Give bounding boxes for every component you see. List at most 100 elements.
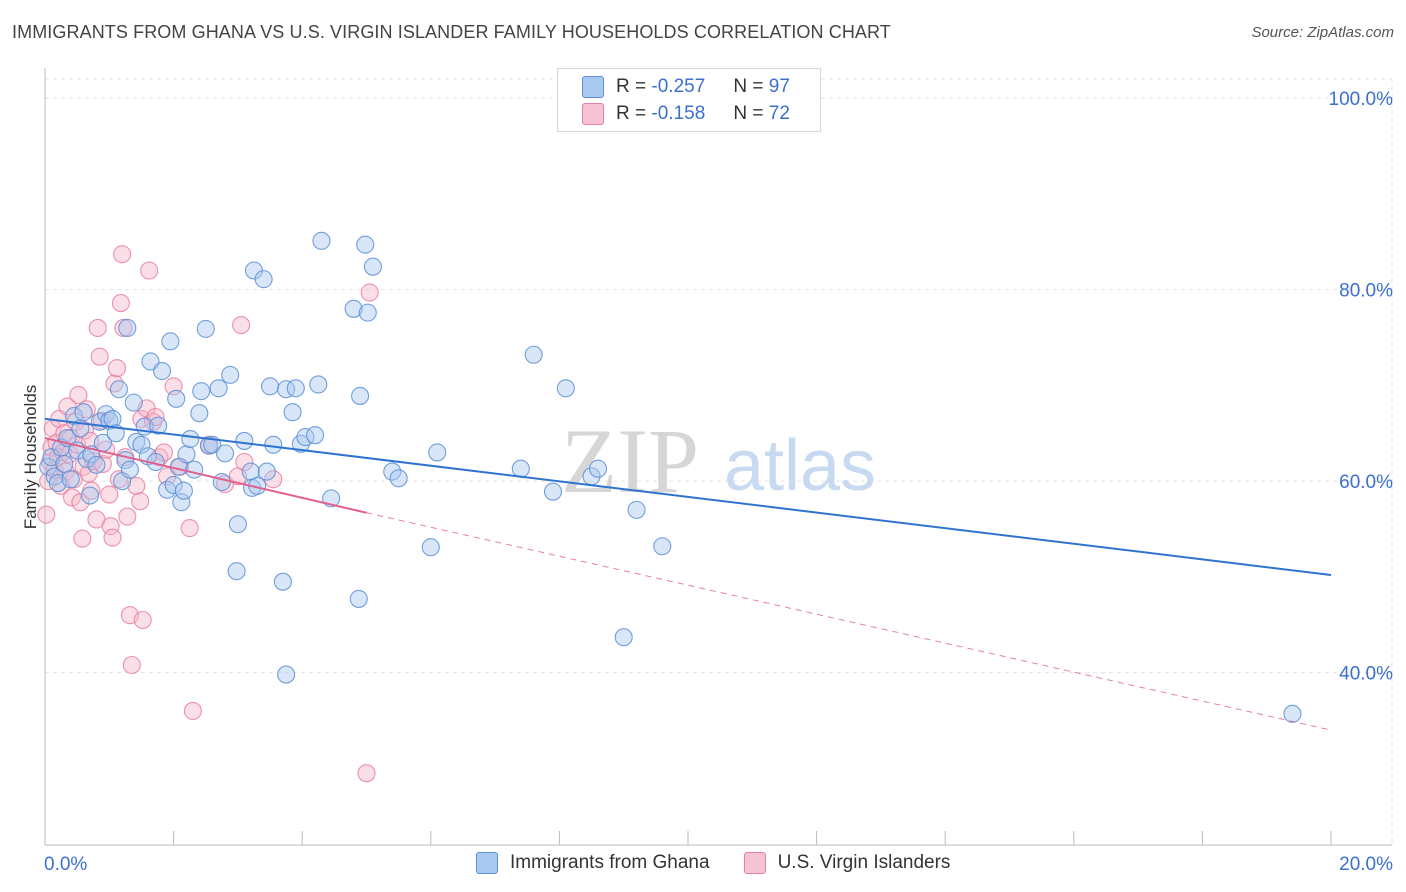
data-point-virgin-islanders (113, 245, 132, 264)
data-point-ghana (109, 380, 128, 399)
data-point-ghana (80, 486, 100, 505)
r-label: R = (616, 103, 647, 124)
data-point-ghana (283, 403, 302, 422)
n-value-ghana: 97 (768, 76, 790, 97)
data-point-ghana (273, 572, 292, 591)
data-point-ghana (212, 473, 231, 492)
stats-legend: R = -0.257 N = 97 R = -0.158 N = 72 (557, 68, 821, 132)
data-point-virgin-islanders (264, 470, 283, 489)
stats-legend-row-virgin-islanders: R = -0.158 N = 72 (582, 101, 790, 127)
data-point-ghana (177, 445, 196, 464)
data-point-ghana (511, 459, 530, 478)
data-point-ghana (428, 443, 447, 462)
data-point-ghana (653, 537, 672, 556)
chart-title: IMMIGRANTS FROM GHANA VS U.S. VIRGIN ISL… (12, 22, 891, 42)
data-point-ghana (215, 444, 235, 463)
data-point-ghana (152, 361, 172, 381)
data-point-virgin-islanders (90, 347, 109, 366)
data-point-ghana (228, 515, 247, 534)
trend-line-virgin-islanders-extension (366, 512, 1332, 731)
data-point-ghana (312, 231, 331, 250)
legend-item-virgin-islanders[interactable]: U.S. Virgin Islanders (743, 852, 950, 874)
legend-item-ghana[interactable]: Immigrants from Ghana (476, 852, 710, 874)
data-point-ghana (149, 416, 168, 435)
data-point-ghana (1283, 704, 1302, 723)
data-point-virgin-islanders (69, 385, 88, 405)
data-point-ghana (192, 382, 211, 401)
data-point-ghana (235, 431, 254, 450)
data-point-virgin-islanders (118, 507, 137, 526)
data-point-ghana (277, 380, 296, 399)
data-point-virgin-islanders (100, 485, 119, 504)
source-note: Source: ZipAtlas.com (1251, 24, 1394, 41)
data-point-ghana (344, 299, 363, 318)
data-point-virgin-islanders (140, 261, 159, 280)
data-point-ghana (209, 379, 228, 398)
data-point-virgin-islanders (127, 476, 146, 495)
n-label: N = (733, 76, 764, 97)
data-point-ghana (556, 379, 575, 398)
data-point-ghana (286, 379, 305, 398)
x-tick-label: 20.0% (1339, 854, 1393, 875)
data-point-ghana (124, 393, 143, 412)
data-point-virgin-islanders (58, 397, 77, 416)
data-point-ghana (260, 377, 280, 396)
data-point-virgin-islanders (48, 448, 67, 467)
data-point-ghana (127, 432, 146, 451)
series-legend: Immigrants from Ghana U.S. Virgin Island… (476, 852, 984, 874)
data-point-ghana (190, 404, 209, 423)
legend-swatch-pink (582, 103, 604, 125)
data-point-ghana (174, 481, 193, 500)
data-point-ghana (74, 403, 93, 422)
data-point-ghana (524, 345, 543, 364)
watermark: ZIP atlas (561, 410, 876, 512)
data-point-ghana (614, 628, 633, 647)
data-point-ghana (358, 303, 377, 322)
data-point-virgin-islanders (73, 529, 92, 548)
trend-lines (44, 417, 1332, 731)
legend-swatch-pink (743, 852, 766, 874)
data-point-ghana (227, 562, 246, 581)
data-point-virgin-islanders (103, 528, 122, 547)
data-point-ghana (254, 270, 273, 289)
trend-line-ghana (44, 417, 1332, 576)
data-point-virgin-islanders (232, 316, 251, 335)
data-point-ghana (196, 319, 215, 338)
data-point-ghana (221, 365, 240, 384)
axes (44, 68, 1392, 846)
data-point-virgin-islanders (133, 610, 152, 630)
data-point-virgin-islanders (360, 283, 379, 302)
y-tick-label: 60.0% (1339, 472, 1393, 493)
data-point-ghana (588, 459, 608, 478)
data-point-ghana (132, 435, 151, 454)
y-axis-label: Family Households (21, 385, 40, 530)
data-point-virgin-islanders (101, 517, 120, 536)
data-point-ghana (349, 589, 368, 608)
y-tick-label: 100.0% (1329, 89, 1394, 110)
data-point-ghana (277, 665, 296, 684)
data-point-virgin-islanders (88, 318, 107, 338)
data-point-virgin-islanders (235, 452, 254, 472)
x-tick-label: 0.0% (44, 854, 87, 875)
legend-label-ghana: Immigrants from Ghana (510, 852, 710, 873)
data-point-virgin-islanders (357, 764, 376, 783)
data-point-ghana (264, 435, 283, 454)
data-point-virgin-islanders (131, 492, 150, 511)
n-label: N = (733, 103, 764, 124)
data-point-virgin-islanders (111, 294, 130, 313)
data-point-virgin-islanders (183, 701, 202, 721)
data-point-ghana (627, 500, 646, 519)
data-point-virgin-islanders (62, 488, 82, 507)
data-point-ghana (363, 257, 382, 276)
data-point-ghana (181, 429, 200, 449)
data-point-ghana (141, 352, 160, 371)
data-point-virgin-islanders (71, 493, 90, 512)
data-point-virgin-islanders (180, 519, 199, 538)
data-point-virgin-islanders (37, 505, 56, 524)
y-tick-label: 80.0% (1339, 281, 1393, 302)
data-point-virgin-islanders (107, 359, 127, 378)
y-tick-label: 40.0% (1339, 664, 1393, 685)
data-point-ghana (106, 424, 125, 443)
data-point-ghana (87, 455, 106, 474)
